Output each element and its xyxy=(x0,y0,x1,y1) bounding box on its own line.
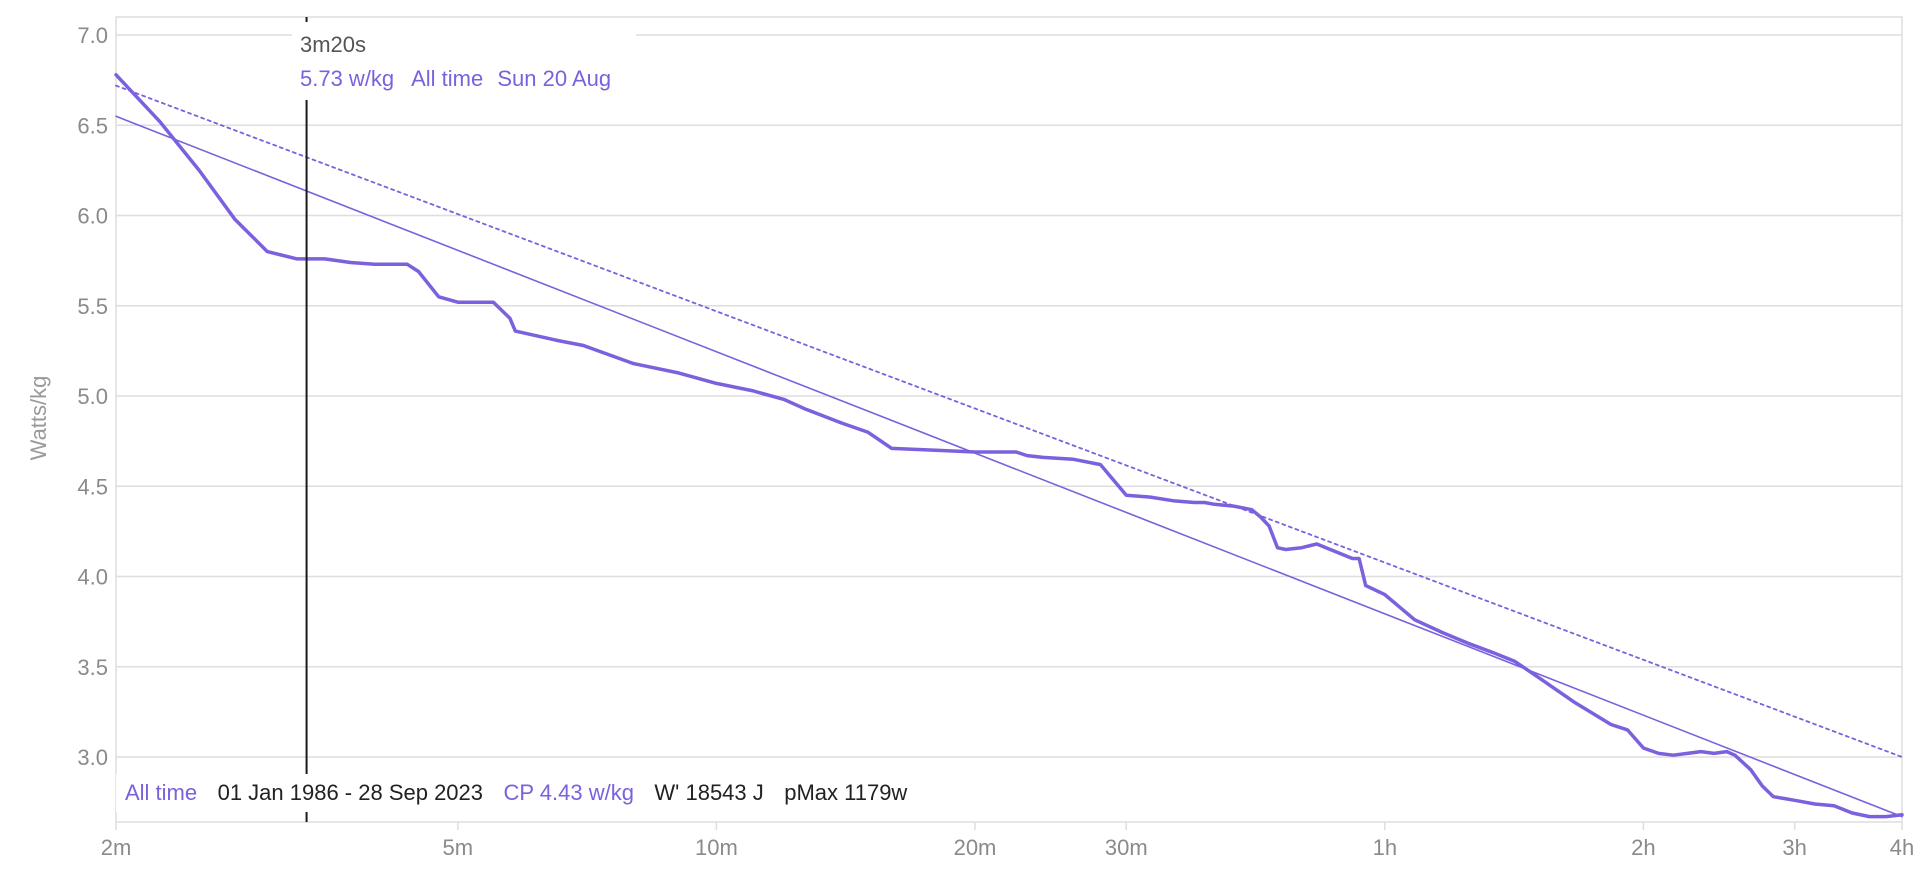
grid-layer xyxy=(115,16,1903,823)
x-tick-label: 2h xyxy=(1631,835,1655,860)
footer-date-range: 01 Jan 1986 - 28 Sep 2023 xyxy=(218,780,483,805)
footer-legend-text: All time 01 Jan 1986 - 28 Sep 2023 CP 4.… xyxy=(125,780,907,805)
footer-cp: CP 4.43 w/kg xyxy=(503,780,633,805)
cursor-layer: 3m20s 5.73 w/kg All time Sun 20 Aug xyxy=(292,17,636,822)
x-tick-label: 5m xyxy=(443,835,474,860)
axis-layer: 7.0 6.5 6.0 5.5 5.0 4.5 4.0 3.5 3.0 2m 5m 10m 20m 30m… xyxy=(77,23,1914,860)
y-tick-label: 3.5 xyxy=(77,655,108,680)
y-tick-label: 4.0 xyxy=(77,565,108,590)
x-tick-label: 2m xyxy=(101,835,132,860)
y-tick-label: 5.0 xyxy=(77,384,108,409)
y-tick-label: 6.0 xyxy=(77,204,108,229)
hover-range: All time xyxy=(411,66,483,91)
y-tick-label: 7.0 xyxy=(77,23,108,48)
x-tick-label: 3h xyxy=(1782,835,1806,860)
footer-range-label[interactable]: All time xyxy=(125,780,197,805)
hover-date: Sun 20 Aug xyxy=(497,66,611,91)
plot-border xyxy=(115,16,1903,823)
x-tick-label: 20m xyxy=(954,835,997,860)
x-tick-label: 30m xyxy=(1105,835,1148,860)
hover-tooltip-background xyxy=(292,22,636,100)
hover-value-line: 5.73 w/kg All time Sun 20 Aug xyxy=(300,66,611,91)
footer-pmax: pMax 1179w xyxy=(784,780,907,805)
hover-time-label: 3m20s xyxy=(300,32,366,57)
footer-legend-background xyxy=(116,774,970,812)
x-tick-label: 4h xyxy=(1890,835,1914,860)
y-tick-label: 5.5 xyxy=(77,294,108,319)
footer-legend: All time 01 Jan 1986 - 28 Sep 2023 CP 4.… xyxy=(116,774,970,812)
y-axis-title: Watts/kg xyxy=(26,376,51,461)
hover-value: 5.73 w/kg xyxy=(300,66,394,91)
series-line-solid-thin[interactable] xyxy=(115,115,1903,818)
x-tick-label: 10m xyxy=(695,835,738,860)
series-line-solid-thick[interactable] xyxy=(114,73,1904,819)
series-layer xyxy=(114,73,1904,819)
y-tick-label: 4.5 xyxy=(77,474,108,499)
y-tick-label: 3.0 xyxy=(77,745,108,770)
footer-w-prime: W' 18543 J xyxy=(654,780,763,805)
y-tick-label: 6.5 xyxy=(77,113,108,138)
series-line-dotted[interactable] xyxy=(115,84,1903,758)
x-tick-label: 1h xyxy=(1373,835,1397,860)
